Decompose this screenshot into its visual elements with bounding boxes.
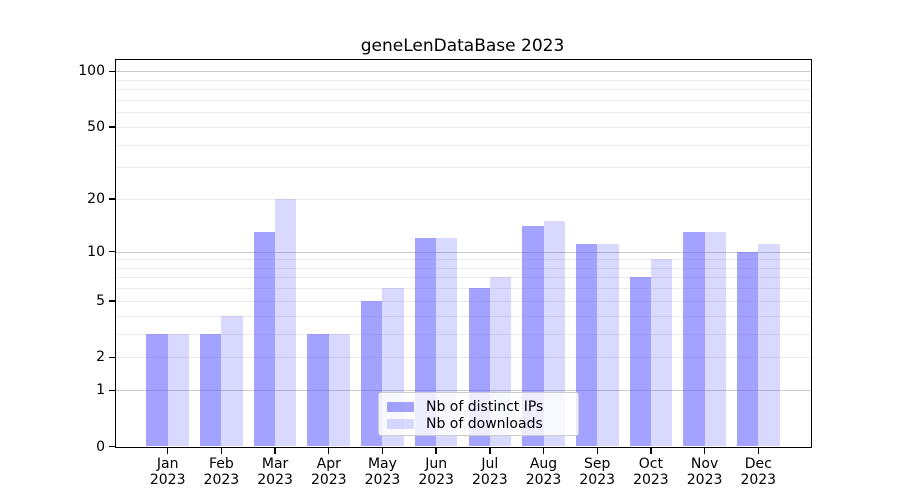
legend-row-downloads: Nb of downloads — [387, 415, 570, 432]
y-tick — [109, 300, 115, 302]
legend-label-downloads: Nb of downloads — [426, 415, 543, 432]
y-tick — [109, 446, 115, 448]
x-tick — [596, 447, 598, 454]
y-tick-label: 5 — [96, 292, 105, 309]
bar-aug-downloads — [543, 221, 565, 447]
legend-row-distinct-ips: Nb of distinct IPs — [387, 398, 570, 415]
bar-aug-distinct-ips — [522, 226, 544, 447]
minor-gridline — [116, 267, 811, 269]
legend-swatch-distinct-ips — [387, 401, 414, 412]
legend: Nb of distinct IPs Nb of downloads — [378, 392, 579, 436]
bar-feb-downloads — [221, 315, 243, 447]
major-gridline — [116, 251, 811, 253]
legend-swatch-downloads — [387, 418, 414, 429]
minor-gridline — [116, 277, 811, 279]
minor-gridline — [116, 288, 811, 290]
bar-mar-downloads — [275, 198, 297, 447]
x-tick-label-dec: Dec 2023 — [740, 455, 777, 488]
x-tick-label-oct: Oct 2023 — [633, 455, 669, 488]
y-tick-label: 100 — [78, 63, 105, 80]
x-tick-label-jan: Jan 2023 — [149, 455, 186, 488]
minor-gridline — [116, 300, 811, 302]
x-tick — [703, 447, 706, 454]
minor-gridline — [116, 126, 811, 128]
bar-dec-distinct-ips — [736, 251, 759, 447]
bar-jan-downloads — [167, 333, 189, 447]
x-tick — [542, 447, 545, 454]
bar-sep-distinct-ips — [575, 244, 598, 447]
major-gridline — [116, 390, 811, 392]
x-tick — [381, 447, 384, 454]
bar-nov-downloads — [704, 231, 726, 447]
bar-may-distinct-ips — [361, 300, 383, 447]
plot-area: 0 1 2 5 10 20 50 100 Jan 2023 Feb 2023 Mar 2023 Apr 202… — [78, 59, 812, 488]
minor-gridline — [116, 99, 811, 101]
y-tick — [109, 126, 115, 128]
y-tick — [109, 251, 115, 253]
minor-gridline — [116, 144, 811, 146]
bar-oct-downloads — [650, 259, 673, 447]
y-tick-label: 0 — [96, 438, 105, 455]
x-tick — [220, 447, 223, 454]
y-tick — [109, 70, 115, 73]
x-tick — [167, 447, 169, 454]
x-tick-label-nov: Nov 2023 — [686, 455, 723, 488]
x-tick-label-feb: Feb 2023 — [203, 455, 240, 488]
x-tick-label-sep: Sep 2023 — [579, 455, 616, 488]
x-tick — [274, 447, 276, 454]
bar-nov-distinct-ips — [683, 231, 705, 447]
minor-gridline — [116, 315, 811, 317]
bar-mar-distinct-ips — [253, 231, 276, 447]
bar-apr-distinct-ips — [307, 333, 329, 447]
bar-feb-distinct-ips — [200, 333, 222, 447]
y-tick-label: 10 — [87, 243, 105, 260]
x-tick-label-mar: Mar 2023 — [257, 455, 293, 488]
chart-title: geneLenDataBase 2023 — [360, 36, 565, 56]
y-tick — [109, 198, 115, 200]
bar-sep-downloads — [597, 244, 619, 447]
minor-gridline — [116, 79, 811, 81]
x-tick-label-aug: Aug 2023 — [525, 455, 562, 488]
y-tick-label: 20 — [87, 190, 105, 207]
x-tick-label-apr: Apr 2023 — [310, 455, 347, 488]
minor-gridline — [116, 167, 811, 169]
minor-gridline — [116, 357, 811, 359]
x-tick — [489, 447, 491, 454]
y-tick-label: 50 — [87, 118, 105, 135]
x-tick — [328, 447, 330, 454]
bar-oct-distinct-ips — [629, 277, 651, 447]
x-tick-label-jun: Jun 2023 — [418, 455, 454, 488]
minor-gridline — [116, 259, 811, 261]
y-tick-label: 1 — [96, 382, 105, 399]
y-tick-label: 2 — [96, 349, 105, 366]
minor-gridline — [116, 333, 811, 335]
minor-gridline — [116, 112, 811, 114]
bar-apr-downloads — [328, 333, 351, 447]
x-tick-label-may: May 2023 — [364, 455, 401, 488]
x-tick — [435, 447, 437, 454]
x-tick — [757, 447, 759, 454]
y-tick — [109, 389, 115, 392]
bar-jan-distinct-ips — [146, 333, 168, 447]
legend-label-distinct-ips: Nb of distinct IPs — [426, 398, 544, 415]
minor-gridline — [116, 198, 811, 200]
y-tick — [109, 356, 115, 359]
major-gridline — [116, 71, 811, 73]
minor-gridline — [116, 89, 811, 91]
x-tick — [650, 447, 652, 454]
bar-dec-downloads — [758, 244, 780, 447]
x-tick-label-jul: Jul 2023 — [472, 455, 508, 488]
